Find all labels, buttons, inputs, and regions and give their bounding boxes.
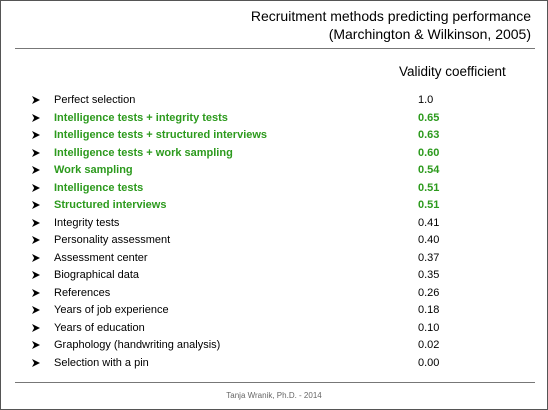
method-name: Graphology (handwriting analysis) — [54, 339, 221, 351]
arrowhead-bullet-icon — [32, 306, 40, 314]
method-name: Intelligence tests + structured intervie… — [54, 129, 268, 141]
arrowhead-bullet-icon — [32, 201, 40, 209]
method-name: Selection with a pin — [54, 356, 149, 369]
top-divider — [15, 48, 535, 49]
method-name: Intelligence tests — [54, 181, 144, 194]
arrowhead-bullet-icon — [32, 253, 40, 262]
list-item: Intelligence tests + work sampling 0.60 — [1, 145, 547, 163]
method-name: Biographical data — [54, 269, 140, 281]
validity-value: 0.10 — [418, 321, 440, 334]
list-item: Years of education 0.10 — [1, 320, 547, 338]
list-item: Years of job experience 0.18 — [1, 302, 547, 320]
method-name: Years of education — [54, 321, 145, 334]
method-name: References — [54, 286, 111, 299]
list-item: Intelligence tests 0.51 — [1, 180, 547, 198]
arrowhead-bullet-icon — [32, 271, 40, 279]
validity-column-header: Validity coefficient — [399, 64, 506, 79]
validity-value: 0.54 — [418, 164, 440, 176]
arrowhead-bullet-icon — [32, 288, 40, 297]
arrowhead-bullet-icon — [32, 183, 40, 192]
list-item: Intelligence tests + integrity tests 0.65 — [1, 110, 547, 128]
method-name: Assessment center — [54, 251, 148, 264]
list-item: Integrity tests 0.41 — [1, 215, 547, 233]
arrowhead-bullet-icon — [32, 323, 40, 332]
validity-value: 0.37 — [418, 251, 440, 264]
bottom-divider — [15, 382, 535, 383]
validity-value: 0.35 — [418, 269, 440, 281]
arrowhead-bullet-icon — [32, 148, 40, 157]
validity-value: 0.60 — [418, 146, 440, 159]
arrowhead-bullet-icon — [32, 131, 40, 139]
validity-value: 0.51 — [418, 199, 440, 211]
arrowhead-bullet-icon — [32, 341, 40, 349]
validity-value: 0.41 — [418, 216, 440, 229]
validity-value: 0.26 — [418, 286, 440, 299]
validity-value: 0.65 — [418, 111, 440, 124]
list-item: Intelligence tests + structured intervie… — [1, 127, 547, 145]
footer-credit: Tanja Wranik, Ph.D. - 2014 — [226, 391, 322, 400]
validity-value: 0.40 — [418, 234, 440, 246]
method-name: Intelligence tests + work sampling — [54, 146, 233, 159]
list-item: Biographical data 0.35 — [1, 267, 547, 285]
method-name: Work sampling — [54, 164, 133, 176]
arrowhead-bullet-icon — [32, 218, 40, 227]
list-item: Structured interviews 0.51 — [1, 197, 547, 215]
list-item: Selection with a pin 0.00 — [1, 355, 547, 373]
validity-value: 0.02 — [418, 339, 440, 351]
arrowhead-bullet-icon — [32, 358, 40, 367]
method-name: Intelligence tests + integrity tests — [54, 111, 228, 124]
method-name: Perfect selection — [54, 94, 136, 106]
title-line-2: (Marchington & Wilkinson, 2005) — [328, 26, 531, 42]
list-item: Personality assessment 0.40 — [1, 232, 547, 250]
slide-title: Recruitment methods predicting performan… — [251, 7, 531, 43]
methods-list: Perfect selection 1.0 Intelligence tests +… — [1, 92, 547, 372]
arrowhead-bullet-icon — [32, 166, 40, 174]
list-item: Graphology (handwriting analysis) 0.02 — [1, 337, 547, 355]
title-line-1: Recruitment methods predicting performan… — [250, 8, 531, 24]
validity-value: 0.18 — [418, 304, 440, 316]
method-name: Personality assessment — [54, 234, 171, 246]
arrowhead-bullet-icon — [32, 96, 40, 104]
list-item: References 0.26 — [1, 285, 547, 303]
list-item: Assessment center 0.37 — [1, 250, 547, 268]
method-name: Years of job experience — [54, 304, 169, 316]
arrowhead-bullet-icon — [32, 236, 40, 244]
list-item: Perfect selection 1.0 — [1, 92, 547, 110]
validity-value: 0.00 — [418, 356, 440, 369]
validity-value: 0.51 — [418, 181, 440, 194]
validity-value: 1.0 — [418, 94, 434, 106]
arrowhead-bullet-icon — [32, 113, 40, 122]
method-name: Structured interviews — [54, 199, 167, 211]
list-item: Work sampling 0.54 — [1, 162, 547, 180]
method-name: Integrity tests — [54, 216, 120, 229]
validity-value: 0.63 — [418, 129, 440, 141]
